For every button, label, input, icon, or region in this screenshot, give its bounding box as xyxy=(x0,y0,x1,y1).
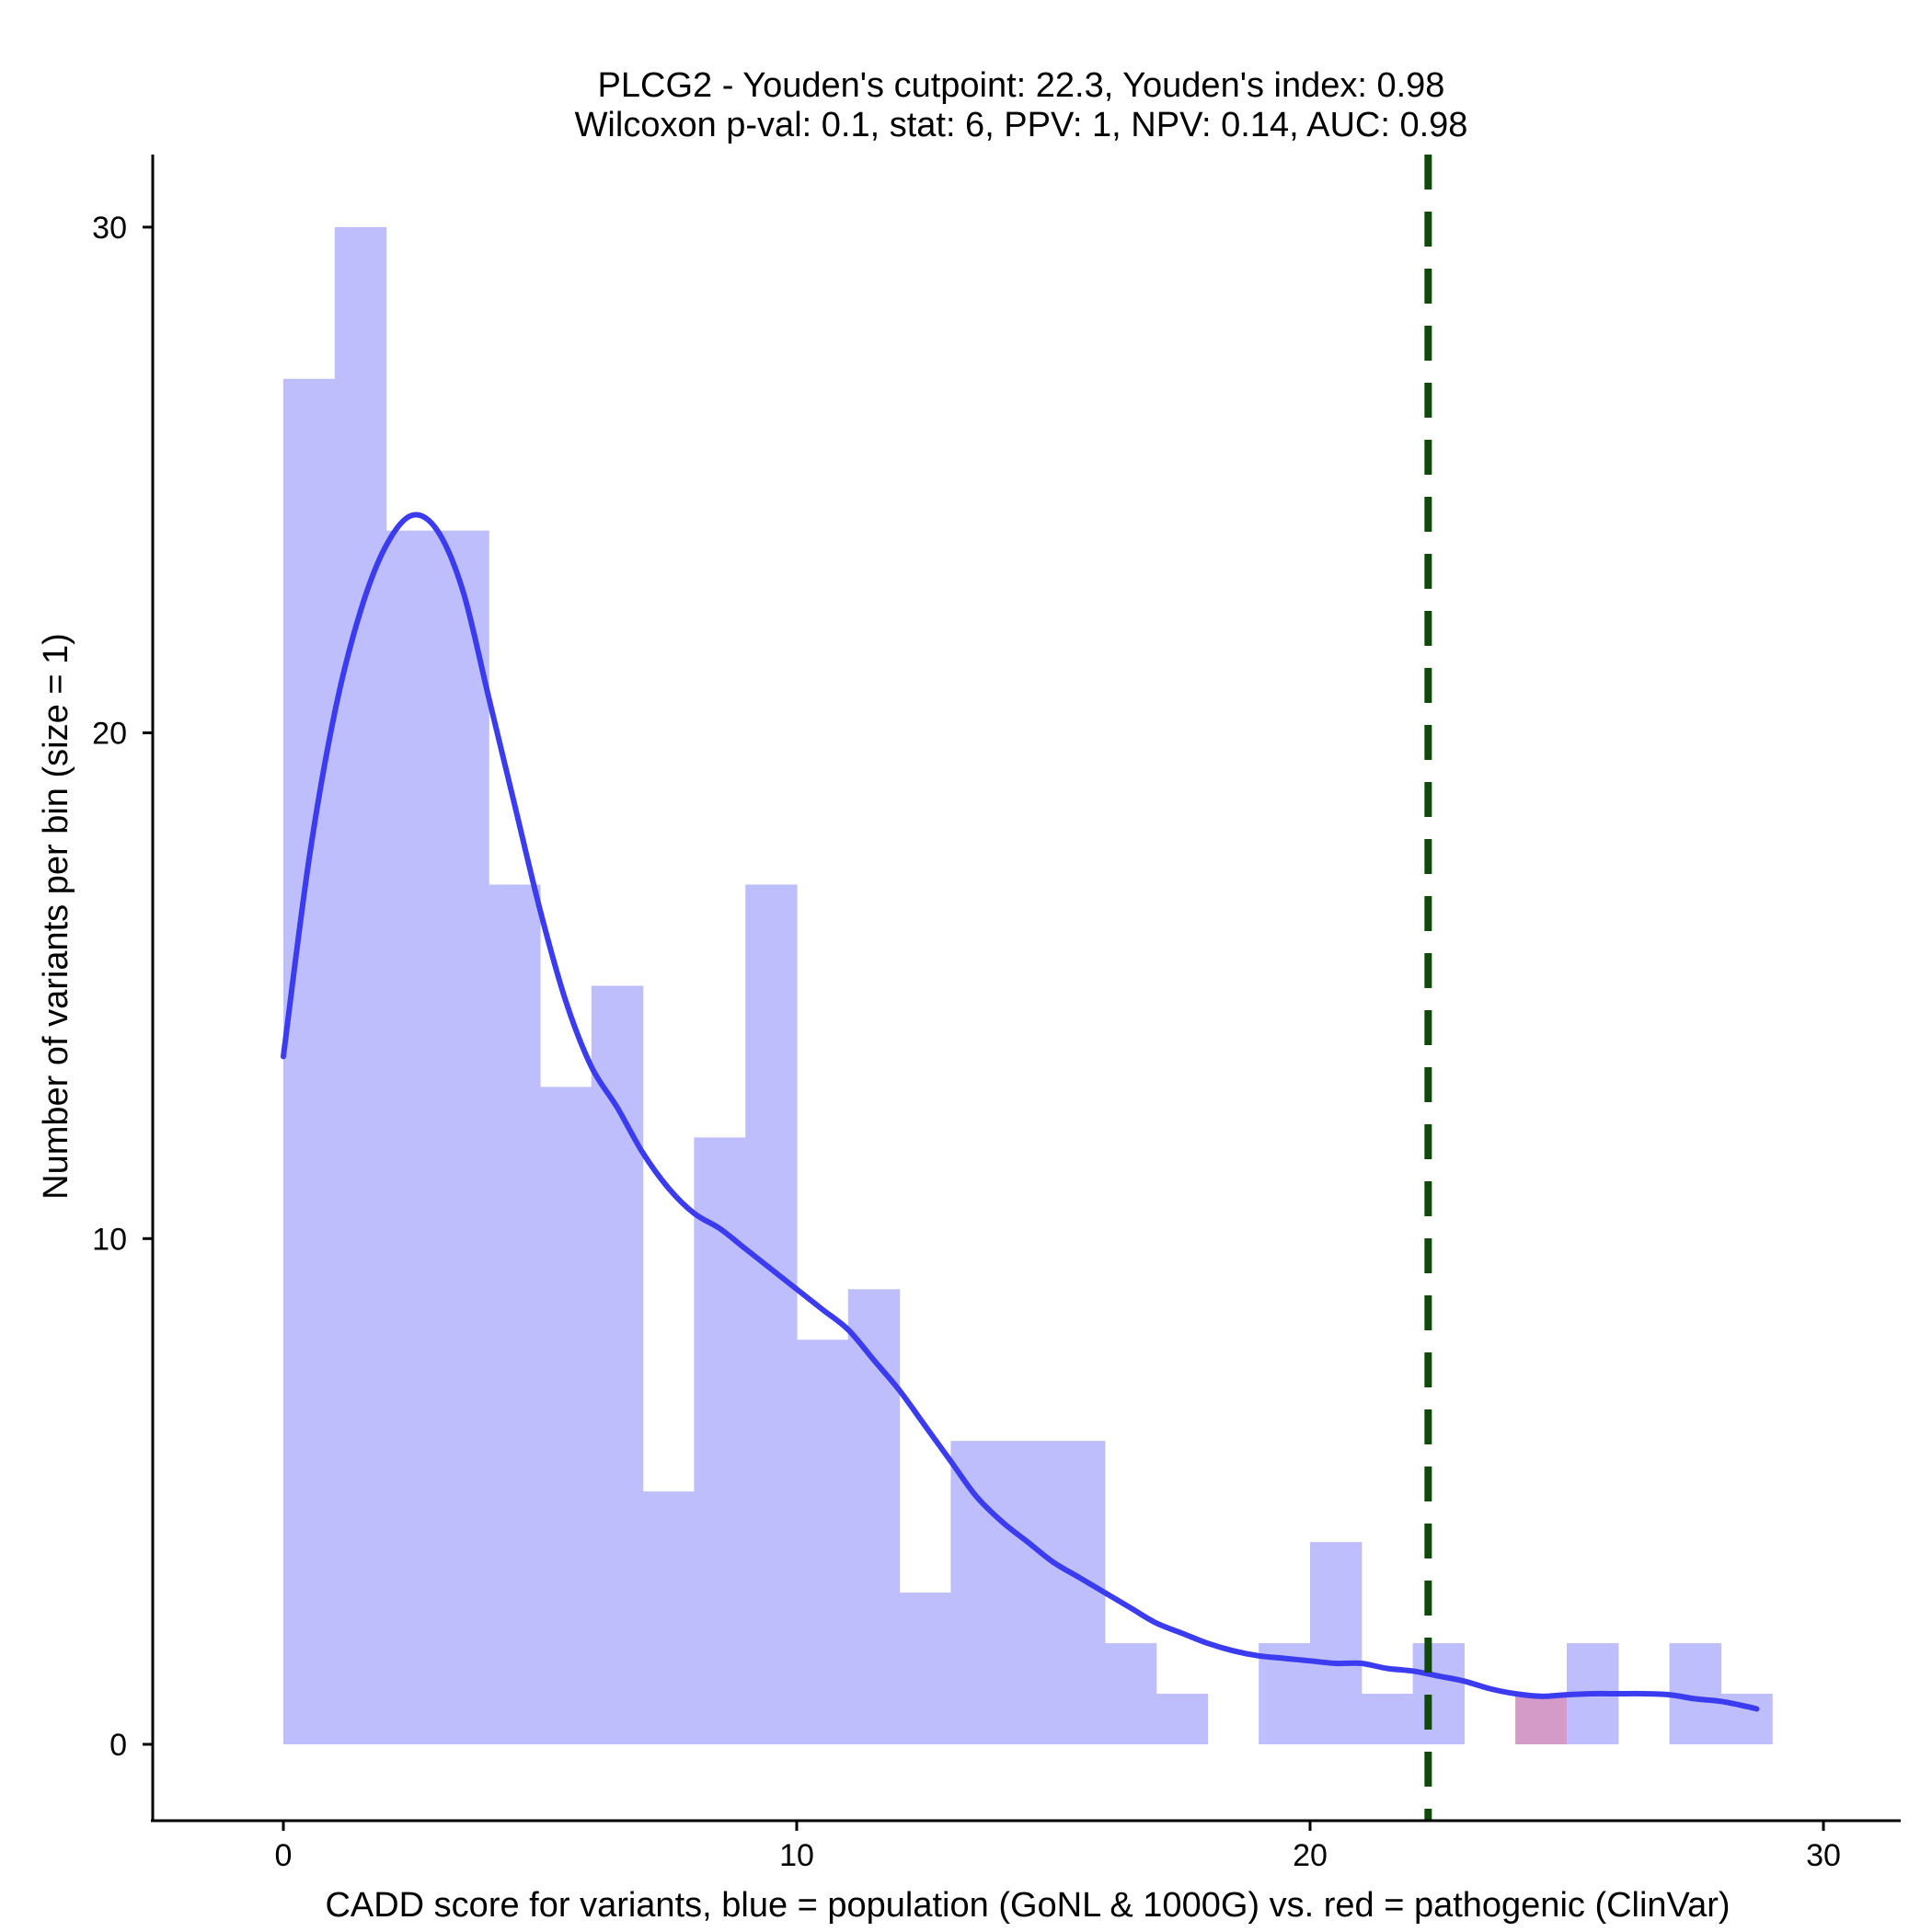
population-bar-14 xyxy=(1002,1441,1054,1744)
x-tick-label-20: 20 xyxy=(1293,1838,1328,1873)
plot-area xyxy=(281,155,1773,1821)
y-axis-label: Number of variants per bin (size = 1) xyxy=(37,633,75,1200)
y-tick-label-30: 30 xyxy=(92,211,127,246)
population-bar-12 xyxy=(899,1593,951,1744)
population-bar-10 xyxy=(797,1340,849,1744)
population-bar-17 xyxy=(1156,1694,1208,1744)
x-tick-label-10: 10 xyxy=(779,1838,814,1873)
population-bar-4 xyxy=(489,884,541,1744)
pathogenic-bars xyxy=(1515,1694,1567,1744)
population-bar-8 xyxy=(694,1137,746,1744)
population-bar-2 xyxy=(385,530,438,1744)
population-bar-20 xyxy=(1310,1542,1363,1744)
chart-subtitle: Wilcoxon p-val: 0.1, stat: 6, PPV: 1, NP… xyxy=(575,106,1468,144)
population-bar-0 xyxy=(283,378,336,1744)
x-axis-ticks: 0 10 20 30 xyxy=(275,1821,1841,1873)
y-tick-label-20: 20 xyxy=(92,717,127,752)
y-tick-label-10: 10 xyxy=(92,1222,127,1257)
x-tick-label-0: 0 xyxy=(275,1838,293,1873)
population-bar-6 xyxy=(591,985,644,1744)
density-curve xyxy=(281,512,1760,1712)
population-bar-1 xyxy=(334,226,387,1744)
x-axis-label: CADD score for variants, blue = populati… xyxy=(325,1886,1730,1925)
population-bar-13 xyxy=(950,1441,1003,1744)
population-bar-15 xyxy=(1053,1441,1106,1744)
y-axis-ticks: 0 10 20 30 xyxy=(92,211,153,1763)
population-bar-7 xyxy=(642,1491,695,1744)
population-bar-16 xyxy=(1104,1643,1157,1744)
population-bar-3 xyxy=(437,530,489,1744)
population-bar-5 xyxy=(540,1087,592,1744)
population-bar-11 xyxy=(847,1289,901,1744)
population-bar-22 xyxy=(1412,1643,1465,1744)
population-bar-21 xyxy=(1361,1694,1414,1744)
x-tick-label-30: 30 xyxy=(1806,1838,1841,1873)
pathogenic-bar-0 xyxy=(1515,1694,1567,1744)
population-bar-9 xyxy=(745,884,798,1744)
chart-title: PLCG2 - Youden's cutpoint: 22.3, Youden'… xyxy=(598,66,1445,105)
y-tick-label-0: 0 xyxy=(109,1728,127,1763)
population-bars xyxy=(283,226,1773,1744)
